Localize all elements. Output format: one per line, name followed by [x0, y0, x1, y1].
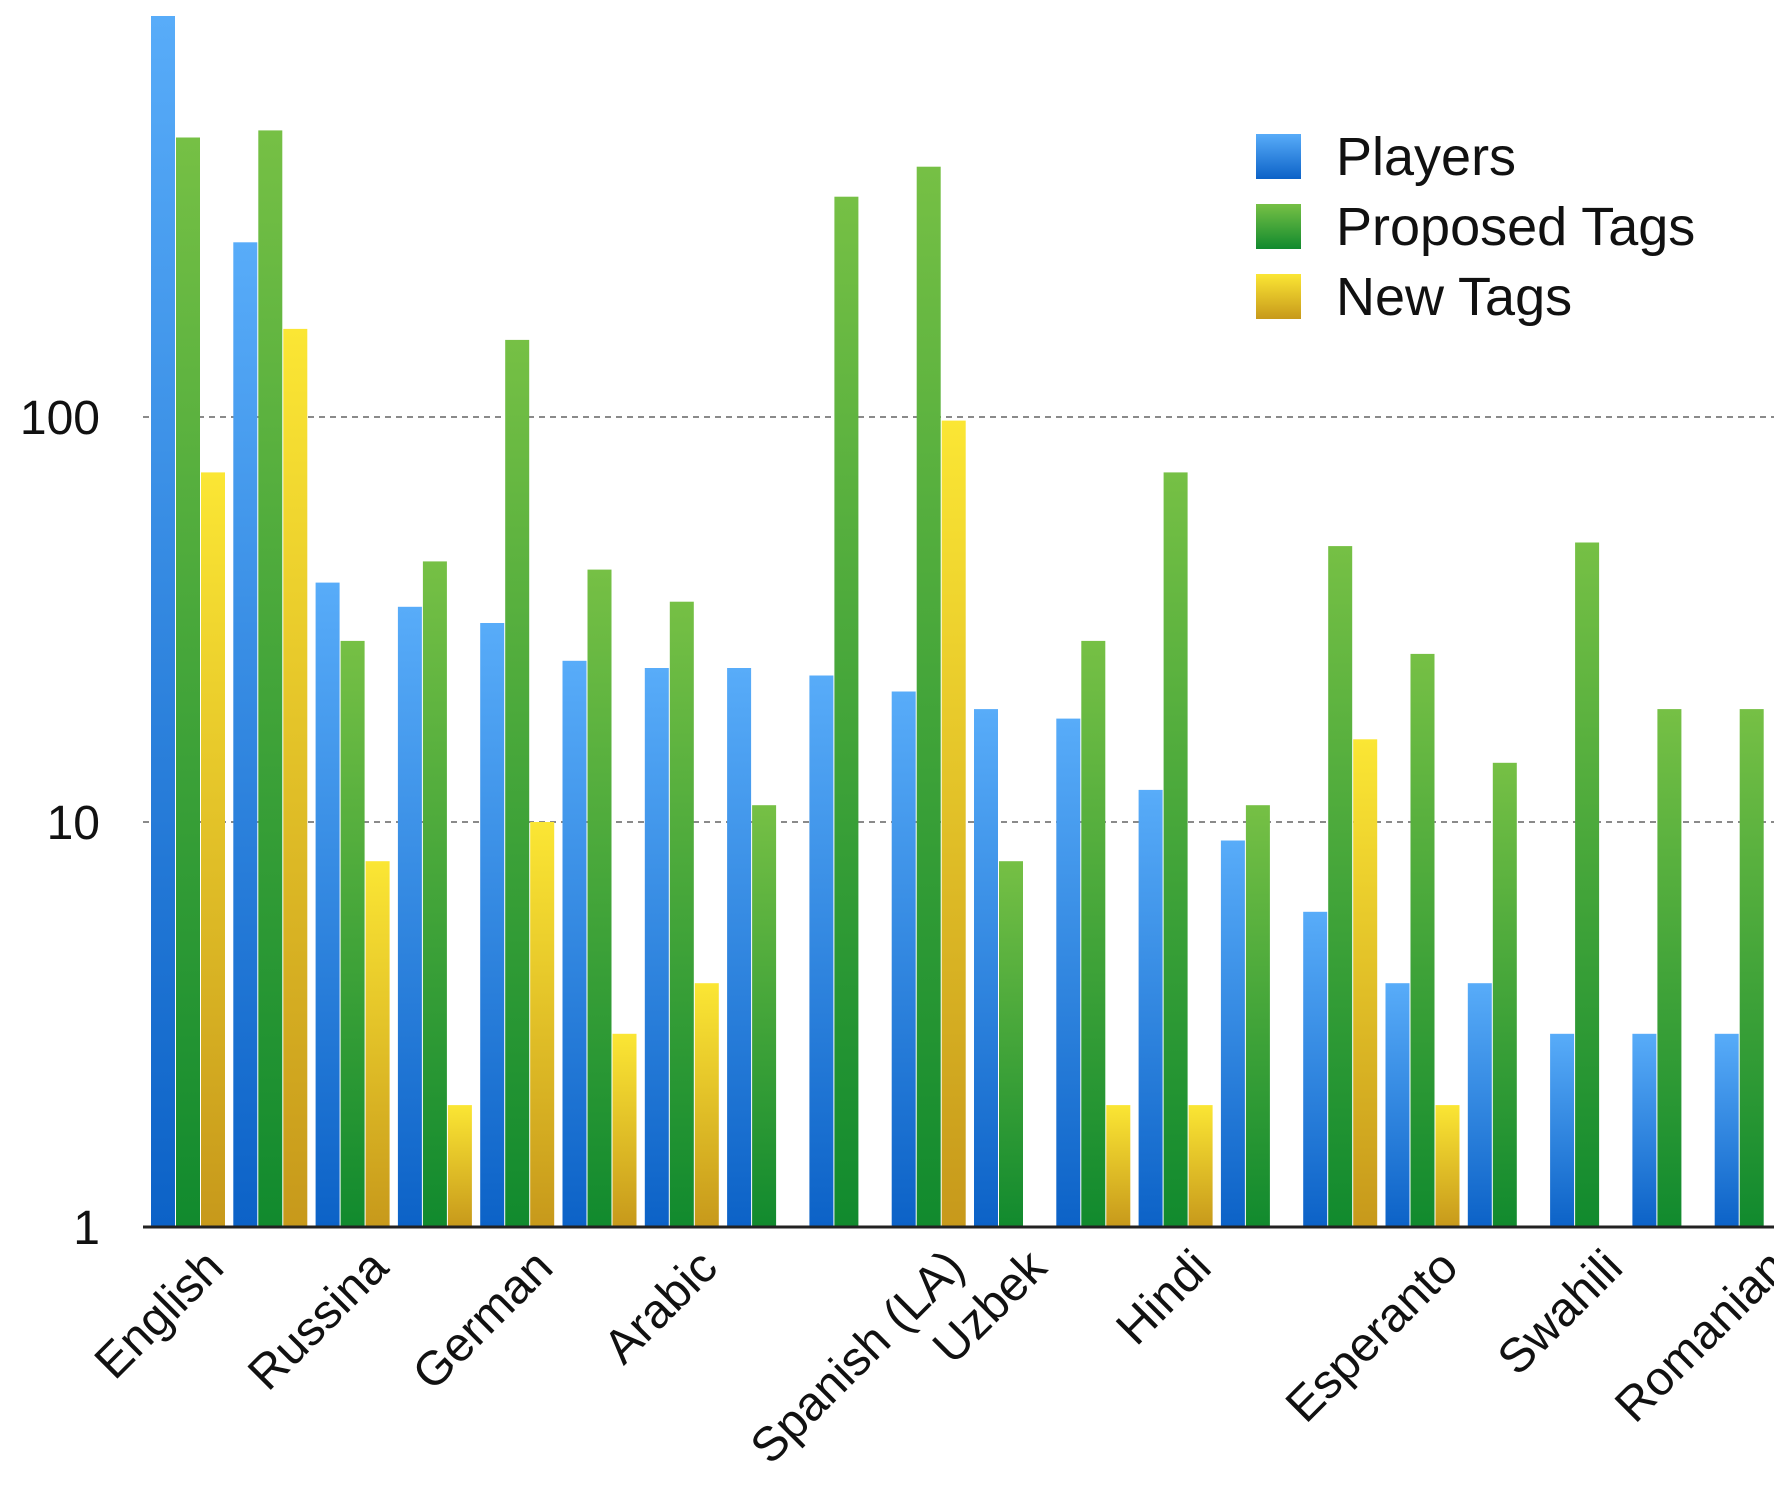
bar-proposed-tags-3: [423, 561, 447, 1227]
x-tick-label-hindi: Hindi: [1107, 1240, 1222, 1355]
bar-proposed-tags-13: [1246, 805, 1270, 1227]
bar-players-6: [645, 668, 669, 1227]
bar-proposed-tags-16: [1493, 763, 1517, 1227]
bar-proposed-tags-10: [999, 861, 1023, 1227]
x-tick-label-arabic: Arabic: [594, 1240, 728, 1374]
bar-players-0: [151, 16, 175, 1227]
bar-proposed-tags-11: [1081, 641, 1105, 1227]
x-tick-label-swahili: Swahili: [1488, 1240, 1633, 1385]
bar-players-2: [316, 583, 340, 1227]
bar-players-14: [1303, 912, 1327, 1227]
bar-players-11: [1056, 719, 1080, 1227]
bar-players-9: [892, 692, 916, 1228]
bar-proposed-tags-2: [341, 641, 365, 1227]
bar-proposed-tags-14: [1328, 546, 1352, 1227]
x-tick-label-german: German: [403, 1240, 563, 1400]
legend-swatch-proposed-tags: [1256, 204, 1301, 249]
y-tick-label-100: 100: [20, 392, 100, 445]
bar-proposed-tags-5: [588, 570, 612, 1227]
x-tick-label-esperanto: Esperanto: [1276, 1240, 1468, 1432]
bar-players-12: [1139, 790, 1163, 1227]
bar-proposed-tags-8: [834, 197, 858, 1227]
x-tick-label-english: English: [85, 1240, 234, 1389]
y-tick-label-10: 10: [47, 797, 100, 850]
bar-new-tags-11: [1106, 1105, 1130, 1227]
legend-swatch-players: [1256, 134, 1301, 179]
bar-proposed-tags-7: [752, 805, 776, 1227]
bar-players-7: [727, 668, 751, 1227]
bar-proposed-tags-1: [258, 130, 282, 1227]
bar-players-15: [1386, 983, 1410, 1227]
bar-players-3: [398, 607, 422, 1227]
bar-new-tags-12: [1189, 1105, 1213, 1227]
bar-new-tags-9: [942, 421, 966, 1227]
bar-players-16: [1468, 983, 1492, 1227]
bar-proposed-tags-4: [505, 340, 529, 1227]
bar-new-tags-0: [201, 472, 225, 1227]
legend-swatch-new-tags: [1256, 274, 1301, 319]
bar-new-tags-2: [366, 861, 390, 1227]
bar-players-17: [1550, 1034, 1574, 1227]
bar-players-10: [974, 709, 998, 1227]
bar-players-1: [233, 242, 257, 1227]
bar-new-tags-5: [613, 1034, 637, 1227]
bar-proposed-tags-0: [176, 138, 200, 1228]
bar-new-tags-4: [530, 822, 554, 1227]
bar-proposed-tags-6: [670, 602, 694, 1227]
bar-players-4: [480, 623, 504, 1227]
bar-players-8: [809, 676, 833, 1228]
legend-label-players: Players: [1336, 127, 1516, 187]
x-tick-label-spanish-la-: Spanish (LA): [741, 1240, 975, 1474]
bar-new-tags-1: [283, 329, 307, 1227]
x-tick-label-romanian: Romanian: [1605, 1240, 1774, 1432]
bar-proposed-tags-17: [1575, 543, 1599, 1228]
bar-players-13: [1221, 841, 1245, 1228]
bar-new-tags-3: [448, 1105, 472, 1227]
legend-label-new-tags: New Tags: [1336, 267, 1572, 327]
x-tick-label-russina: Russina: [238, 1240, 398, 1400]
bar-proposed-tags-9: [917, 167, 941, 1227]
bar-new-tags-15: [1436, 1105, 1460, 1227]
legend-label-proposed-tags: Proposed Tags: [1336, 197, 1695, 257]
bar-new-tags-6: [695, 983, 719, 1227]
bar-new-tags-14: [1353, 739, 1377, 1227]
bar-proposed-tags-15: [1411, 654, 1435, 1227]
legend: Players Proposed Tags New Tags: [1256, 127, 1695, 327]
bar-players-18: [1632, 1034, 1656, 1227]
bar-proposed-tags-19: [1740, 709, 1764, 1227]
bar-players-19: [1715, 1034, 1739, 1227]
bar-proposed-tags-12: [1164, 472, 1188, 1227]
bar-proposed-tags-18: [1657, 709, 1681, 1227]
bar-players-5: [563, 661, 587, 1227]
y-tick-label-1: 1: [73, 1202, 100, 1255]
